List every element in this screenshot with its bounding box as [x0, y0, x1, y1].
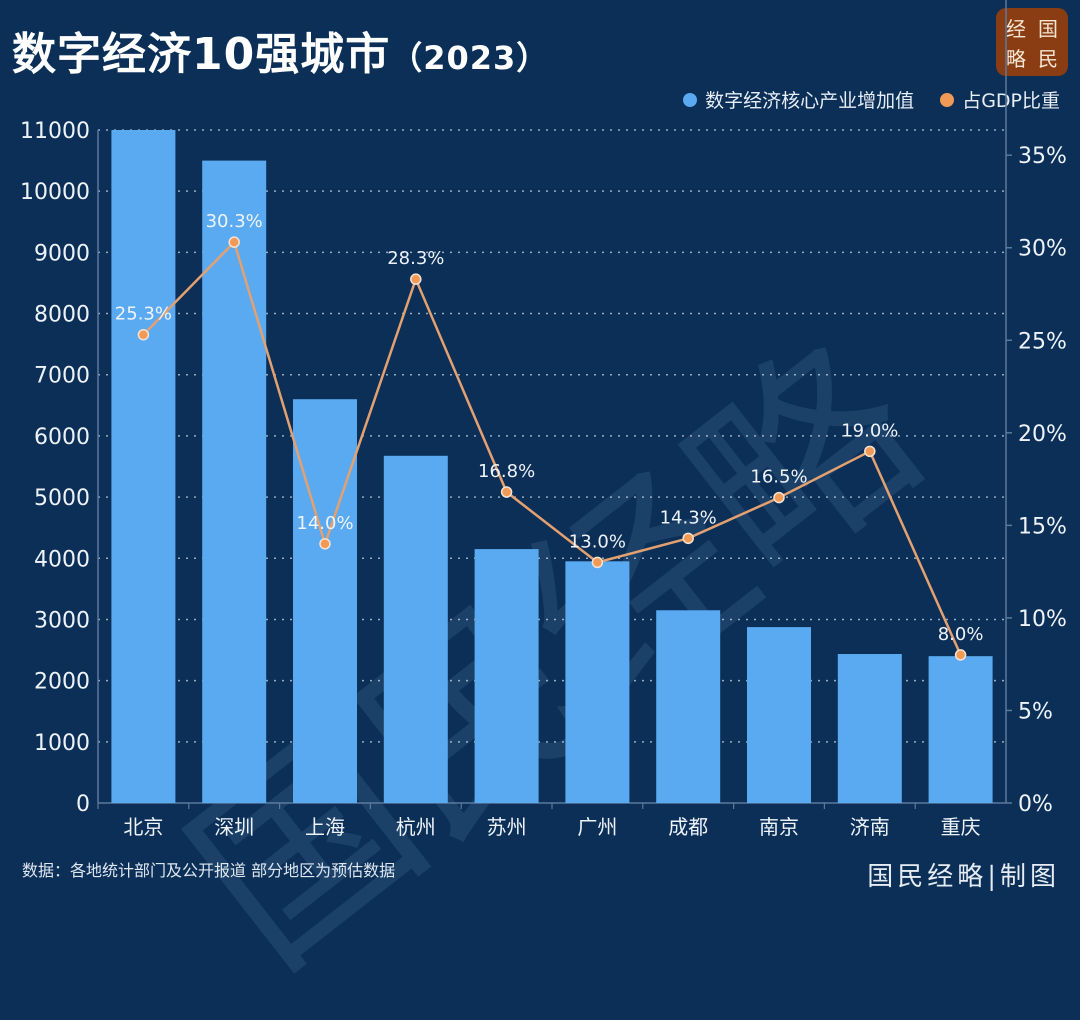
x-axis-label: 北京	[123, 815, 163, 839]
line-point	[500, 486, 513, 498]
chart-title: 数字经济10强城市（2023）	[12, 18, 549, 82]
brand-logo: 经 国 略 民	[996, 8, 1068, 76]
data-label: 16.8%	[478, 461, 535, 482]
data-label: 19.0%	[841, 420, 898, 441]
gdp-share-line	[142, 239, 962, 656]
line-point	[864, 445, 876, 458]
line-point	[773, 491, 785, 504]
left-axis-tick: 8000	[34, 303, 90, 328]
line-point	[410, 273, 422, 285]
bar	[747, 627, 811, 803]
x-axis-label: 广州	[577, 815, 617, 839]
right-axis-tick: 35%	[1018, 144, 1067, 169]
line-point	[682, 532, 694, 545]
bar	[111, 130, 176, 803]
left-axis-tick: 4000	[34, 547, 90, 572]
data-label: 14.3%	[660, 507, 717, 528]
bar	[383, 455, 448, 803]
legend-dot-icon	[940, 92, 955, 107]
left-axis-tick: 9000	[34, 241, 90, 266]
logo-char: 略	[1006, 46, 1026, 71]
data-label: 28.3%	[387, 248, 444, 269]
right-axis-tick: 20%	[1018, 422, 1067, 447]
logo-char: 国	[1038, 16, 1058, 41]
legend-label: 占GDP比重	[962, 90, 1060, 112]
bar	[928, 656, 993, 803]
line-point	[591, 556, 604, 569]
legend-item-bar: 数字经济核心产业增加值	[683, 86, 914, 113]
x-axis-label: 成都	[668, 815, 708, 839]
bar	[202, 160, 267, 803]
legend-dot-icon	[683, 92, 698, 107]
line-point	[319, 538, 331, 550]
bar	[656, 610, 721, 803]
logo-char: 经	[1006, 16, 1026, 41]
left-axis-tick: 11000	[20, 119, 90, 144]
data-label: 8.0%	[938, 624, 984, 645]
legend-label: 数字经济核心产业增加值	[705, 90, 915, 112]
right-axis-tick: 15%	[1018, 514, 1067, 539]
x-axis-label: 上海	[305, 815, 345, 839]
x-axis-label: 苏州	[487, 815, 527, 839]
right-axis-tick: 0%	[1018, 792, 1053, 817]
x-axis-label: 杭州	[396, 815, 436, 839]
bar	[474, 549, 539, 803]
right-axis-tick: 5%	[1018, 699, 1053, 724]
line-point	[954, 649, 967, 661]
left-axis-tick: 2000	[34, 670, 90, 695]
bar	[837, 654, 902, 803]
x-axis-label: 深圳	[214, 815, 254, 839]
data-label: 25.3%	[115, 304, 172, 325]
left-axis-tick: 1000	[34, 731, 90, 756]
chart-title-text: 数字经济10强城市	[12, 29, 391, 80]
line-point	[228, 236, 240, 248]
x-axis-label: 南京	[759, 815, 799, 839]
x-axis-label: 重庆	[941, 815, 981, 839]
legend-item-line: 占GDP比重	[940, 86, 1060, 113]
left-axis-tick: 10000	[20, 180, 90, 205]
right-axis-tick: 30%	[1018, 237, 1067, 262]
data-label: 13.0%	[569, 531, 626, 552]
data-source-note: 数据：各地统计部门及公开报道 部分地区为预估数据	[22, 861, 396, 880]
right-axis-tick: 10%	[1018, 607, 1067, 632]
chart-title-year: （2023）	[390, 39, 550, 77]
combo-chart: 0 1000 2000 3000 4000 5000 6000 7000 8000 9000 100…	[20, 0, 1067, 839]
line-point	[137, 328, 150, 341]
data-label: 30.3%	[206, 211, 263, 232]
data-label: 14.0%	[296, 513, 353, 534]
footer-brand: 国民经略|制图	[867, 862, 1060, 892]
left-axis-tick: 0	[76, 792, 90, 817]
left-axis-tick: 5000	[34, 486, 90, 511]
chart-legend: 数字经济核心产业增加值 占GDP比重	[665, 86, 1060, 113]
bar	[565, 561, 630, 803]
right-axis-tick: 25%	[1018, 329, 1067, 354]
left-axis-tick: 6000	[34, 425, 90, 450]
logo-char: 民	[1038, 46, 1058, 71]
data-label: 16.5%	[750, 467, 807, 488]
left-axis-tick: 3000	[34, 608, 90, 633]
x-axis-label: 济南	[850, 815, 890, 839]
left-axis-tick: 7000	[34, 364, 90, 389]
bar	[293, 399, 357, 803]
